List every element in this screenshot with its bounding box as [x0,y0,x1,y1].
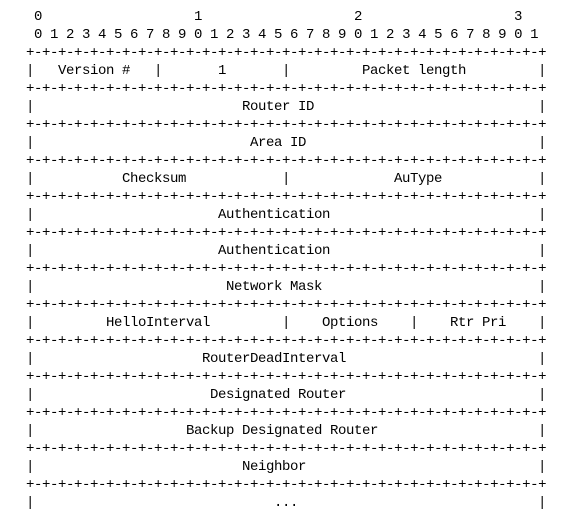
row-separator-line: +-+-+-+-+-+-+-+-+-+-+-+-+-+-+-+-+-+-+-+-… [26,189,547,205]
version-field: Version # [58,63,131,79]
field-border: | [538,207,547,223]
field-border: | [410,315,419,331]
row-checksum-autype: | Checksum | AuType | [2,170,546,188]
field-border: | [538,135,547,151]
field-border: | [538,351,547,367]
row-separator-line: +-+-+-+-+-+-+-+-+-+-+-+-+-+-+-+-+-+-+-+-… [26,333,547,349]
field-border: | [26,351,35,367]
field-border: | [538,423,547,439]
row-continuation: | ... | [2,494,546,512]
row-area-id: | Area ID | [2,134,546,152]
field-border: | [26,387,35,403]
row-separator: +-+-+-+-+-+-+-+-+-+-+-+-+-+-+-+-+-+-+-+-… [2,152,546,170]
field-border: | [538,387,547,403]
row-separator-line: +-+-+-+-+-+-+-+-+-+-+-+-+-+-+-+-+-+-+-+-… [26,297,547,313]
row-separator-line: +-+-+-+-+-+-+-+-+-+-+-+-+-+-+-+-+-+-+-+-… [26,441,547,457]
row-separator-line: +-+-+-+-+-+-+-+-+-+-+-+-+-+-+-+-+-+-+-+-… [26,153,547,169]
authentication-field: Authentication [218,207,331,223]
bit-ruler-units-digits: 0 1 2 3 4 5 6 7 8 9 0 1 2 3 4 5 6 7 8 9 … [34,27,539,43]
router-priority-field: Rtr Pri [450,315,507,331]
row-separator: +-+-+-+-+-+-+-+-+-+-+-+-+-+-+-+-+-+-+-+-… [2,332,546,350]
autype-field: AuType [394,171,443,187]
row-separator: +-+-+-+-+-+-+-+-+-+-+-+-+-+-+-+-+-+-+-+-… [2,44,546,62]
row-separator-line: +-+-+-+-+-+-+-+-+-+-+-+-+-+-+-+-+-+-+-+-… [26,81,547,97]
field-border: | [26,315,35,331]
field-border: | [538,243,547,259]
field-border: | [538,459,547,475]
network-mask-field: Network Mask [226,279,323,295]
row-version-type-length: | Version # | 1 | Packet length | [2,62,546,80]
row-separator: +-+-+-+-+-+-+-+-+-+-+-+-+-+-+-+-+-+-+-+-… [2,116,546,134]
backup-designated-router-field: Backup Designated Router [186,423,379,439]
field-border: | [282,315,291,331]
checksum-field: Checksum [122,171,187,187]
bit-ruler-tens-digit: 1 [194,9,203,25]
row-separator: +-+-+-+-+-+-+-+-+-+-+-+-+-+-+-+-+-+-+-+-… [2,80,546,98]
options-field: Options [322,315,379,331]
field-border: | [538,495,547,511]
area-id-field: Area ID [250,135,307,151]
field-border: | [538,279,547,295]
ospf-hello-packet-diagram: 0 1 2 3 0 1 2 3 4 5 6 7 8 9 0 1 2 3 4 5 … [2,8,546,512]
field-border: | [282,171,291,187]
row-separator: +-+-+-+-+-+-+-+-+-+-+-+-+-+-+-+-+-+-+-+-… [2,224,546,242]
row-network-mask: | Network Mask | [2,278,546,296]
row-hello-options-priority: | HelloInterval | Options | Rtr Pri | [2,314,546,332]
row-separator-line: +-+-+-+-+-+-+-+-+-+-+-+-+-+-+-+-+-+-+-+-… [26,405,547,421]
router-dead-interval-field: RouterDeadInterval [202,351,347,367]
row-neighbor: | Neighbor | [2,458,546,476]
row-authentication-1: | Authentication | [2,206,546,224]
row-separator-line: +-+-+-+-+-+-+-+-+-+-+-+-+-+-+-+-+-+-+-+-… [26,261,547,277]
row-separator: +-+-+-+-+-+-+-+-+-+-+-+-+-+-+-+-+-+-+-+-… [2,404,546,422]
row-separator: +-+-+-+-+-+-+-+-+-+-+-+-+-+-+-+-+-+-+-+-… [2,476,546,494]
field-border: | [154,63,163,79]
field-border: | [538,63,547,79]
field-border: | [26,207,35,223]
type-field: 1 [218,63,227,79]
row-separator-line: +-+-+-+-+-+-+-+-+-+-+-+-+-+-+-+-+-+-+-+-… [26,225,547,241]
bit-ruler-tens: 0 1 2 3 [2,8,546,26]
row-separator: +-+-+-+-+-+-+-+-+-+-+-+-+-+-+-+-+-+-+-+-… [2,440,546,458]
hello-interval-field: HelloInterval [106,315,211,331]
designated-router-field: Designated Router [210,387,347,403]
row-separator: +-+-+-+-+-+-+-+-+-+-+-+-+-+-+-+-+-+-+-+-… [2,368,546,386]
field-border: | [538,99,547,115]
row-separator-line: +-+-+-+-+-+-+-+-+-+-+-+-+-+-+-+-+-+-+-+-… [26,117,547,133]
row-separator: +-+-+-+-+-+-+-+-+-+-+-+-+-+-+-+-+-+-+-+-… [2,260,546,278]
neighbor-field: Neighbor [242,459,307,475]
row-separator-line: +-+-+-+-+-+-+-+-+-+-+-+-+-+-+-+-+-+-+-+-… [26,477,547,493]
field-border: | [282,63,291,79]
field-border: | [538,315,547,331]
bit-ruler-tens-digit: 2 [354,9,363,25]
bit-ruler-tens-digit: 3 [514,9,523,25]
field-border: | [26,495,35,511]
bit-ruler-units: 0 1 2 3 4 5 6 7 8 9 0 1 2 3 4 5 6 7 8 9 … [2,26,546,44]
field-border: | [26,459,35,475]
packet-length-field: Packet length [362,63,467,79]
field-border: | [26,243,35,259]
field-border: | [538,171,547,187]
row-designated-router: | Designated Router | [2,386,546,404]
field-border: | [26,99,35,115]
router-id-field: Router ID [242,99,315,115]
authentication-field: Authentication [218,243,331,259]
row-backup-designated-router: | Backup Designated Router | [2,422,546,440]
field-border: | [26,135,35,151]
field-border: | [26,171,35,187]
row-separator-line: +-+-+-+-+-+-+-+-+-+-+-+-+-+-+-+-+-+-+-+-… [26,369,547,385]
row-router-id: | Router ID | [2,98,546,116]
row-separator-line: +-+-+-+-+-+-+-+-+-+-+-+-+-+-+-+-+-+-+-+-… [26,45,547,61]
row-authentication-2: | Authentication | [2,242,546,260]
row-separator: +-+-+-+-+-+-+-+-+-+-+-+-+-+-+-+-+-+-+-+-… [2,296,546,314]
field-border: | [26,423,35,439]
bit-ruler-tens-digit: 0 [34,9,43,25]
continuation-ellipsis: ... [274,495,299,511]
field-border: | [26,279,35,295]
row-router-dead-interval: | RouterDeadInterval | [2,350,546,368]
field-border: | [26,63,35,79]
row-separator: +-+-+-+-+-+-+-+-+-+-+-+-+-+-+-+-+-+-+-+-… [2,188,546,206]
